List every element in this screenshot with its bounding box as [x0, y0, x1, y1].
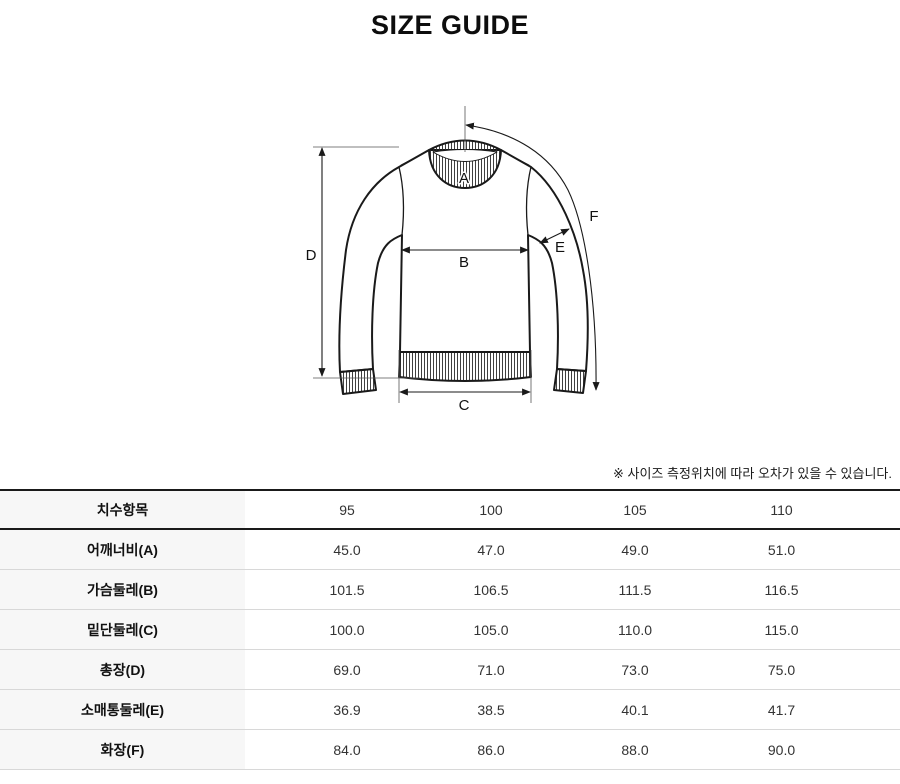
row-value: 38.5 [477, 701, 505, 718]
row-value: 73.0 [621, 661, 649, 678]
table-row: 가슴둘레(B) 101.5 106.5 111.5 116.5 [0, 570, 900, 610]
table-row: 총장(D) 69.0 71.0 73.0 75.0 [0, 650, 900, 690]
row-value: 84.0 [333, 741, 361, 758]
table-filler-cell [856, 650, 900, 689]
measure-label-d: D [306, 247, 317, 264]
row-value: 41.7 [767, 701, 796, 718]
right-cuff-rib [553, 368, 587, 394]
size-column-95: 95 [339, 501, 355, 518]
measure-label-f: F [589, 208, 598, 225]
table-row: 화장(F) 84.0 86.0 88.0 90.0 [0, 730, 900, 770]
row-label: 어깨너비(A) [0, 530, 245, 569]
row-value: 40.1 [621, 701, 649, 718]
table-row: 소매통둘레(E) 36.9 38.5 40.1 41.7 [0, 690, 900, 730]
table-spacer-cell [245, 491, 275, 528]
size-table-header-row: 치수항목 95 100 105 110 [0, 491, 900, 530]
measure-arrow-f [465, 122, 600, 391]
row-value: 75.0 [767, 661, 796, 678]
table-row: 밑단둘레(C) 100.0 105.0 110.0 115.0 [0, 610, 900, 650]
hem-rib-band [398, 351, 532, 382]
row-value: 115.0 [764, 621, 799, 638]
row-value: 116.5 [764, 581, 799, 598]
row-label: 화장(F) [0, 730, 245, 769]
row-value: 49.0 [621, 541, 649, 558]
table-filler-cell [856, 610, 900, 649]
table-filler-cell [856, 530, 900, 569]
row-value: 106.5 [473, 581, 509, 598]
table-spacer-cell [245, 730, 275, 769]
row-value: 47.0 [477, 541, 505, 558]
table-filler-cell [856, 730, 900, 769]
table-spacer-cell [245, 570, 275, 609]
row-label: 총장(D) [0, 650, 245, 689]
row-value: 90.0 [767, 741, 796, 758]
row-value: 45.0 [333, 541, 361, 558]
size-column-110: 110 [770, 501, 793, 518]
left-cuff-rib [339, 368, 377, 395]
size-column-100: 100 [479, 501, 503, 518]
table-spacer-cell [245, 530, 275, 569]
size-guide-header-section: A B C D E F SIZE GUIDE ※ 사이즈 측정위치에 따라 오차… [304, 10, 892, 481]
page-title: SIZE GUIDE [370, 10, 530, 40]
size-disclaimer-note: ※ 사이즈 측정위치에 따라 오차가 있을 수 있습니다. [613, 466, 892, 481]
row-value: 71.0 [477, 661, 505, 678]
row-label: 밑단둘레(C) [0, 610, 245, 649]
table-spacer-cell [245, 650, 275, 689]
row-value: 69.0 [333, 661, 361, 678]
measurement-arrows [318, 122, 600, 396]
row-label: 소매통둘레(E) [0, 690, 245, 729]
row-value: 86.0 [477, 741, 505, 758]
row-value: 111.5 [618, 581, 652, 598]
row-label: 가슴둘레(B) [0, 570, 245, 609]
row-value: 88.0 [621, 741, 649, 758]
row-value: 36.9 [333, 701, 361, 718]
measure-label-a: A [459, 170, 469, 187]
size-table-body: 어깨너비(A) 45.0 47.0 49.0 51.0 가슴둘레(B) 101.… [0, 530, 900, 770]
table-spacer-cell [245, 690, 275, 729]
row-value: 110.0 [618, 621, 652, 638]
table-filler-cell [856, 570, 900, 609]
row-value: 105.0 [473, 621, 509, 638]
row-value: 100.0 [329, 621, 365, 638]
table-filler-cell [856, 690, 900, 729]
table-filler-cell [856, 491, 900, 528]
row-value: 101.5 [329, 581, 365, 598]
size-table: 치수항목 95 100 105 110 어깨너비(A) 45.0 47.0 49… [0, 489, 900, 770]
table-header-label: 치수항목 [0, 491, 245, 528]
measure-label-e: E [555, 239, 565, 256]
sweatshirt-measurement-diagram: A B C D E F [304, 106, 600, 416]
measure-label-c: C [459, 397, 470, 414]
table-spacer-cell [245, 610, 275, 649]
size-column-105: 105 [623, 501, 647, 518]
measurement-guide-lines [313, 106, 532, 403]
table-row: 어깨너비(A) 45.0 47.0 49.0 51.0 [0, 530, 900, 570]
measure-label-b: B [459, 254, 469, 271]
row-value: 51.0 [767, 541, 796, 558]
